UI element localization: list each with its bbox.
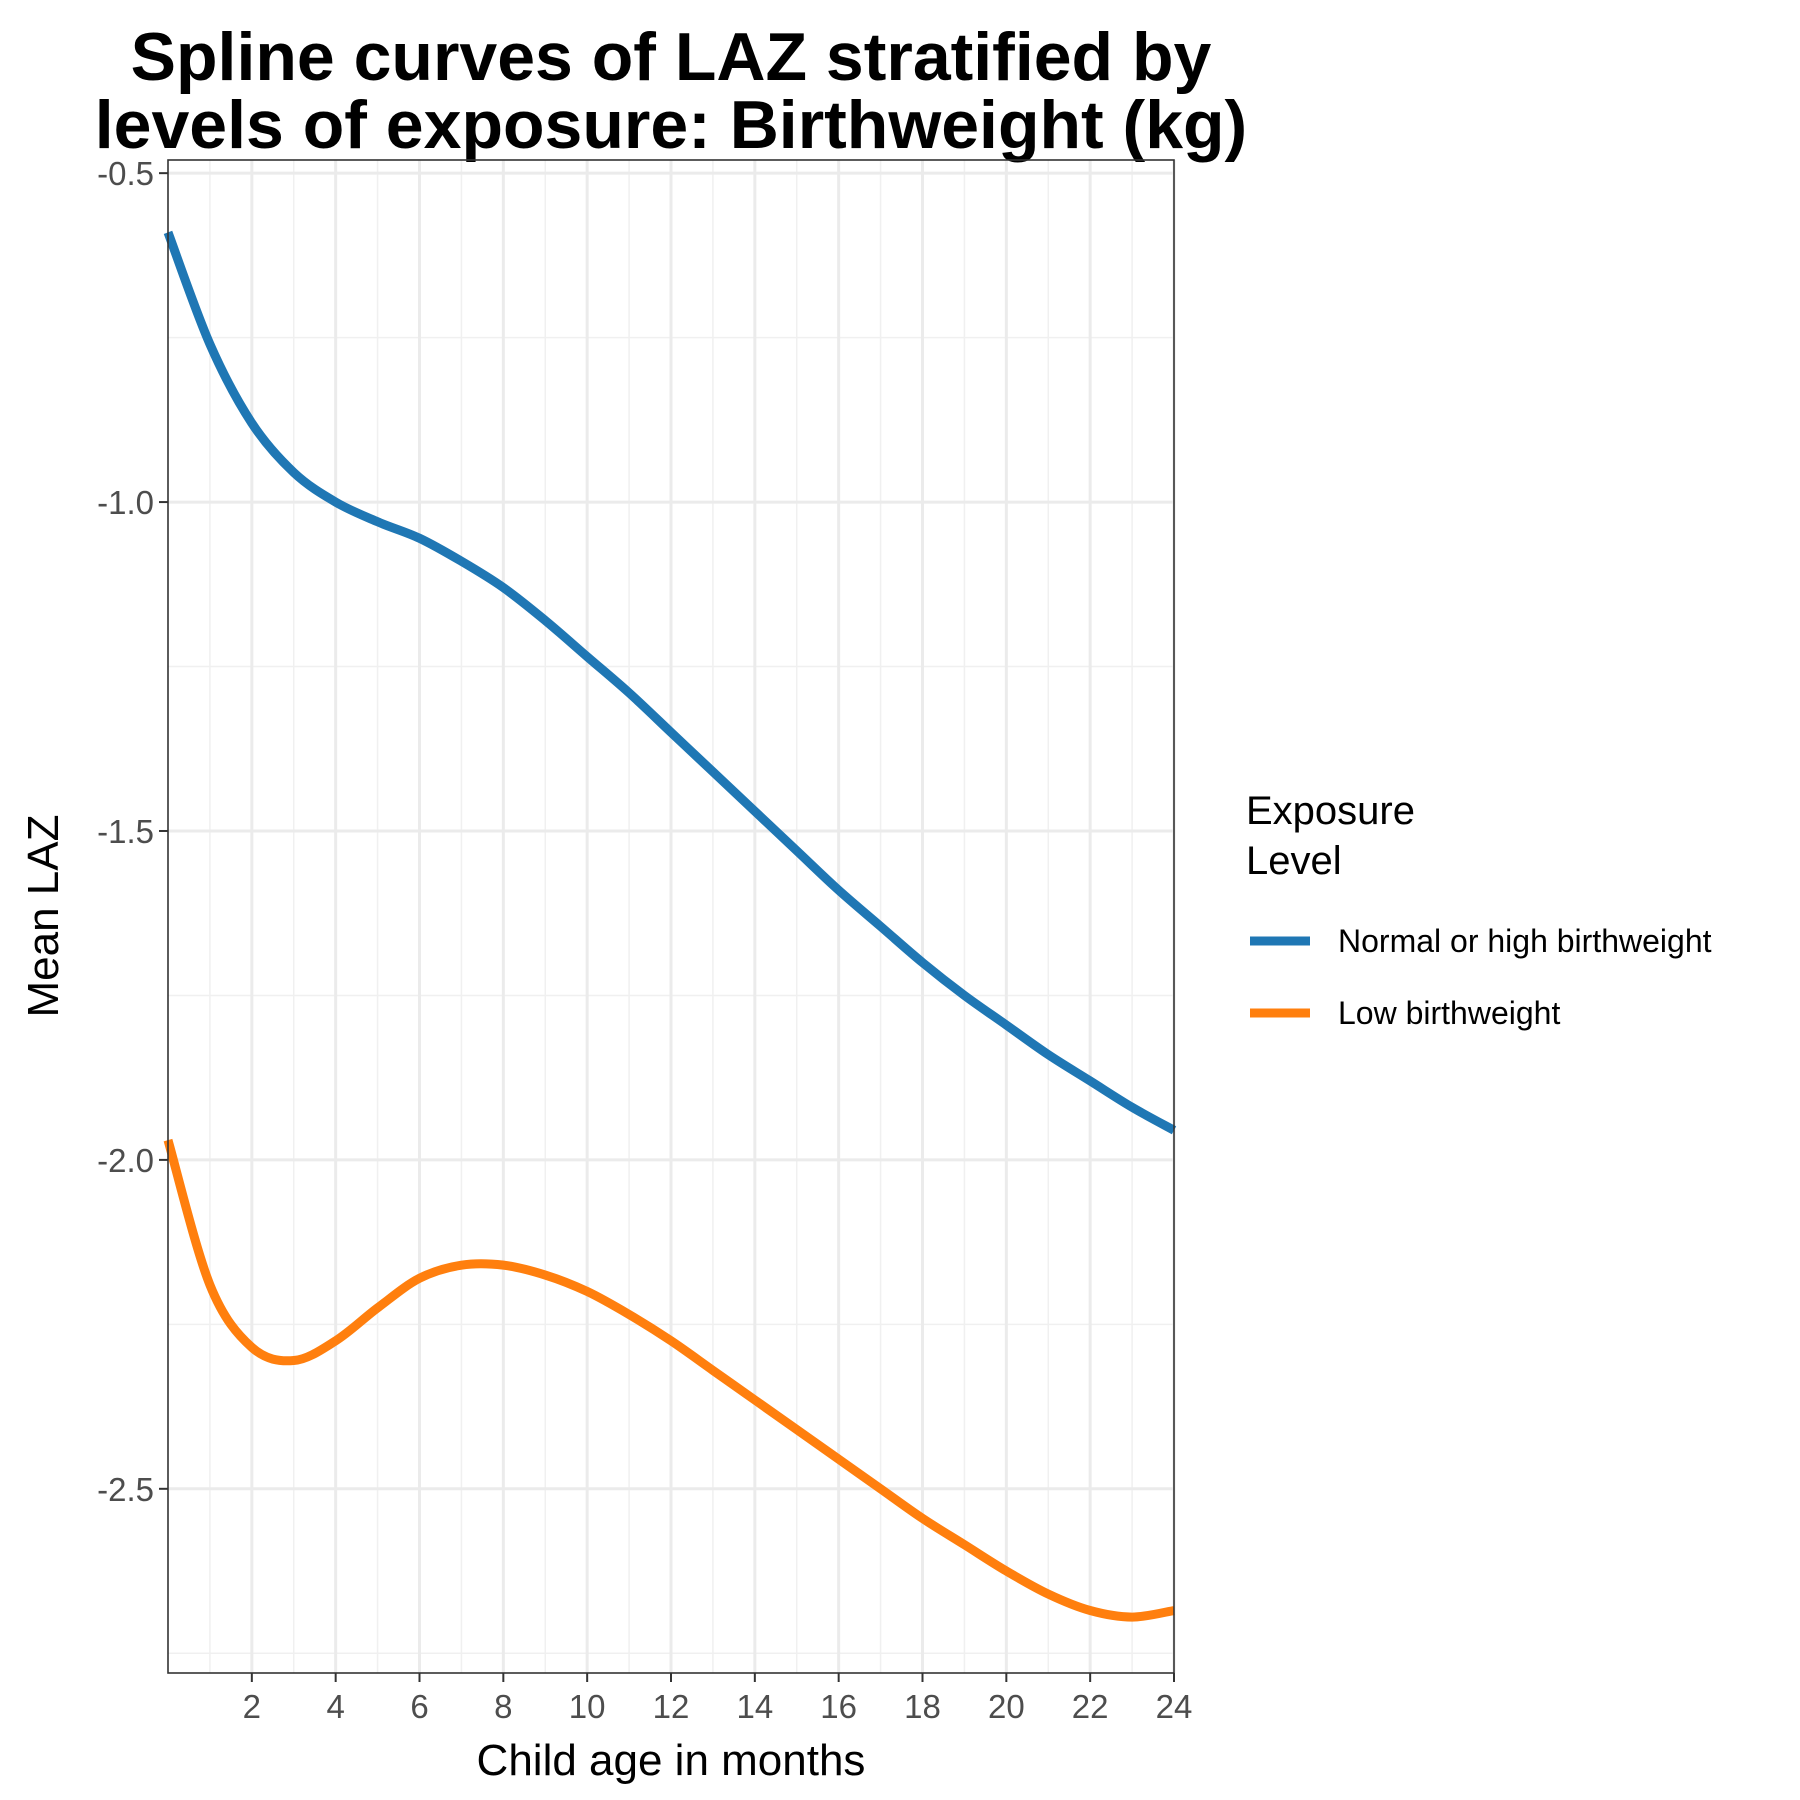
- y-tick-label: -1.0: [97, 484, 154, 521]
- x-axis: 2 4 6 8 10 12 14 16 18 20 22 24: [243, 1673, 1193, 1725]
- x-tick-label: 14: [736, 1688, 773, 1725]
- x-axis-title: Child age in months: [477, 1736, 866, 1785]
- x-tick-label: 24: [1156, 1688, 1193, 1725]
- y-tick-label: -2.5: [97, 1471, 154, 1508]
- x-tick-label: 10: [569, 1688, 606, 1725]
- legend-title-line-2: Level: [1246, 839, 1342, 883]
- x-tick-label: 4: [326, 1688, 344, 1725]
- y-tick-label: -0.5: [97, 155, 154, 192]
- x-tick-label: 8: [494, 1688, 512, 1725]
- x-tick-label: 18: [904, 1688, 941, 1725]
- x-tick-label: 22: [1072, 1688, 1109, 1725]
- y-tick-label: -1.5: [97, 813, 154, 850]
- x-tick-label: 6: [410, 1688, 428, 1725]
- series-line-normal-or-high-birthweight: [163, 230, 1177, 1135]
- y-tick-label: -2.0: [97, 1142, 154, 1179]
- y-axis-title: Mean LAZ: [19, 815, 68, 1018]
- legend-label-normal-or-high-birthweight: Normal or high birthweight: [1338, 923, 1712, 959]
- series-layer: [163, 230, 1177, 1622]
- x-tick-label: 2: [243, 1688, 261, 1725]
- legend-title-line-1: Exposure: [1246, 789, 1415, 833]
- legend: Exposure Level Normal or high birthweigh…: [1246, 789, 1712, 1031]
- legend-label-low-birthweight: Low birthweight: [1338, 995, 1560, 1031]
- y-axis: -0.5 -1.0 -1.5 -2.0 -2.5: [97, 155, 168, 1508]
- x-tick-label: 16: [820, 1688, 857, 1725]
- x-tick-label: 12: [653, 1688, 690, 1725]
- series-line-low-birthweight: [163, 1138, 1175, 1622]
- chart-title-line-2: levels of exposure: Birthweight (kg): [95, 87, 1247, 163]
- chart-title-line-1: Spline curves of LAZ stratified by: [131, 19, 1212, 95]
- x-tick-label: 20: [988, 1688, 1025, 1725]
